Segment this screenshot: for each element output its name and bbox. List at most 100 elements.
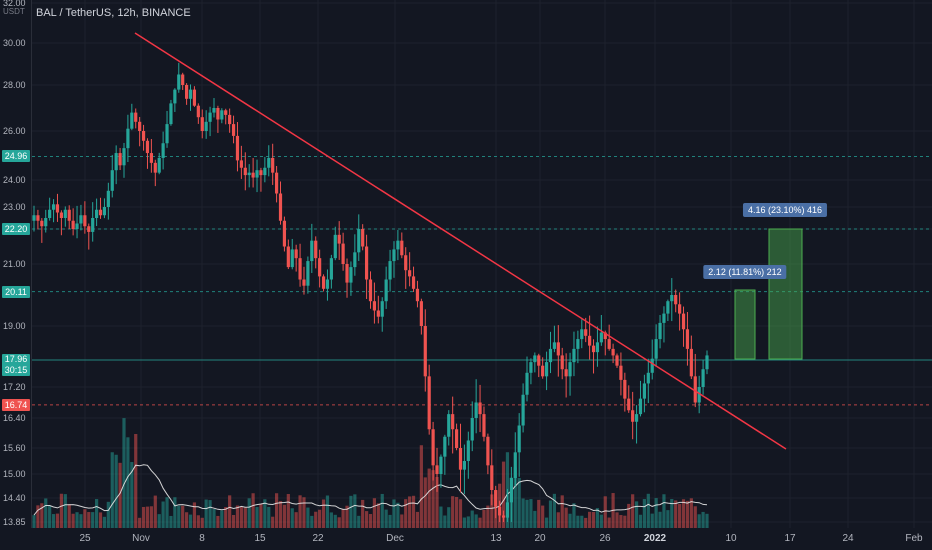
candle <box>556 325 560 377</box>
volume-bar <box>95 499 99 528</box>
candle-body <box>591 345 596 353</box>
volume-bar <box>490 494 494 528</box>
volume-bar <box>302 497 306 528</box>
candle-body <box>560 355 564 370</box>
candle-body <box>419 301 423 326</box>
volume-bar <box>274 493 279 528</box>
candle <box>431 421 435 481</box>
volume-bar <box>126 437 130 528</box>
candle-body <box>411 276 416 289</box>
candle-body <box>372 301 377 311</box>
candle <box>318 249 322 288</box>
volume-bar <box>474 514 478 528</box>
volume-bar <box>106 501 110 528</box>
volume-bar <box>685 500 690 528</box>
candle <box>685 312 690 366</box>
volume-bar <box>220 510 224 528</box>
candle-body <box>392 249 396 262</box>
candle <box>314 236 318 269</box>
candle-body <box>568 362 572 377</box>
y-tick-label: 26.00 <box>3 126 26 136</box>
volume-bar <box>243 507 247 528</box>
volume-bar <box>584 517 588 528</box>
x-tick-label: 13 <box>490 533 502 544</box>
candle-body <box>321 276 326 289</box>
candle-body <box>447 414 451 437</box>
candle <box>451 396 455 454</box>
candle-body <box>642 383 646 399</box>
candle <box>306 256 310 294</box>
volume-bar <box>306 507 310 528</box>
candle-body <box>118 153 122 166</box>
candle <box>32 205 36 232</box>
candle <box>638 380 643 417</box>
volume-bar <box>431 470 435 528</box>
candle-body <box>498 506 502 516</box>
candle-body <box>114 153 118 171</box>
volume-bar <box>662 494 666 528</box>
candle-body <box>384 279 388 302</box>
volume-bar <box>411 495 416 528</box>
volume-bar <box>286 494 290 528</box>
candle <box>552 325 557 353</box>
candle <box>674 289 678 313</box>
candle <box>658 315 662 349</box>
candle-body <box>490 465 494 490</box>
candle <box>282 216 287 252</box>
volume-bar <box>693 506 697 528</box>
candle-body <box>458 448 463 470</box>
volume-bar <box>67 504 71 528</box>
volume-bar <box>357 515 361 528</box>
volume-bar <box>533 510 537 528</box>
candle <box>529 358 533 385</box>
candle <box>228 108 232 133</box>
volume-bar <box>141 506 146 528</box>
volume-bar <box>595 508 600 528</box>
volume-bar <box>87 512 91 528</box>
volume-bar <box>177 505 181 528</box>
candle-body <box>181 74 185 85</box>
candle <box>95 198 99 227</box>
candle-body <box>529 362 533 373</box>
volume-bar <box>212 509 216 528</box>
candle <box>678 292 682 331</box>
candle <box>122 142 126 178</box>
volume-bar <box>521 498 525 528</box>
candle <box>184 83 189 105</box>
candle <box>204 110 208 139</box>
candle <box>537 353 541 378</box>
candle <box>631 391 635 440</box>
candle-body <box>368 279 373 302</box>
symbol-title[interactable]: BAL / TetherUS, 12h, BINANCE <box>36 7 191 19</box>
y-tick-label: 32.00 <box>3 0 26 8</box>
candle-body <box>478 402 482 415</box>
candle <box>286 239 290 270</box>
candle-body <box>693 376 697 403</box>
y-tick-label: 19.00 <box>3 321 26 331</box>
candle-body <box>161 143 165 158</box>
candle-body <box>87 226 91 232</box>
candle <box>584 317 588 343</box>
volume-bar <box>231 514 236 528</box>
volume-bar <box>314 511 318 528</box>
candle-body <box>239 160 243 168</box>
price-axis-panel[interactable] <box>0 0 32 528</box>
volume-bar <box>404 499 408 528</box>
volume-bar <box>122 418 126 528</box>
candle-body <box>40 220 44 227</box>
candle-body <box>247 172 251 176</box>
volume-bar <box>48 505 52 528</box>
volume-bar <box>192 502 197 528</box>
x-tick-label: Feb <box>905 533 923 544</box>
volume-bar <box>333 514 337 528</box>
volume-bar <box>454 496 459 528</box>
candle-body <box>126 128 130 149</box>
candle-body <box>259 170 263 176</box>
candle <box>646 358 650 403</box>
volume-bar <box>278 501 283 528</box>
candle-body <box>517 425 521 453</box>
volume-bar <box>537 499 541 528</box>
candle <box>525 356 529 402</box>
candle <box>192 86 197 107</box>
